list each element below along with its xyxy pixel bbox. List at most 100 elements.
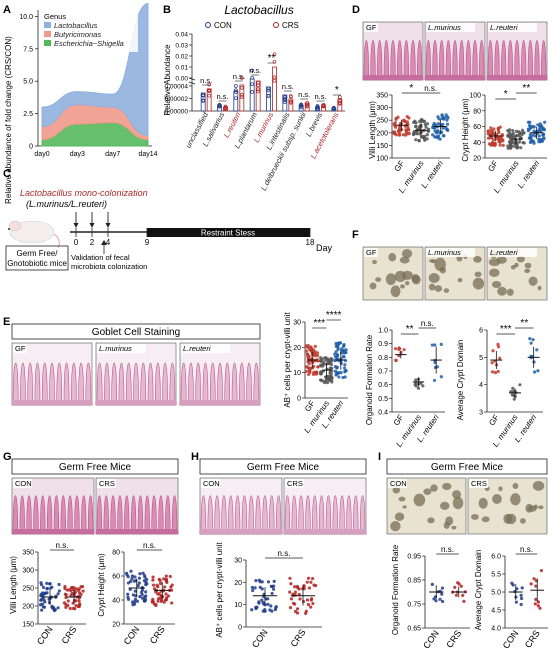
data-point — [511, 144, 515, 148]
data-point — [335, 353, 340, 357]
data-point — [307, 586, 312, 590]
data-point — [289, 582, 293, 586]
data-point — [321, 360, 325, 364]
e-image-0: GF — [11, 342, 93, 406]
sig-label: ** — [406, 324, 414, 335]
g-image-0: CON — [11, 477, 95, 535]
data-point — [40, 597, 44, 602]
b-sig-label: ** — [268, 53, 276, 64]
b-point-crs — [239, 75, 244, 80]
data-point — [439, 342, 443, 346]
category-label: CON — [122, 624, 142, 646]
data-point — [521, 141, 525, 145]
data-point — [261, 609, 265, 613]
e-image-1: L.murinus — [95, 342, 177, 406]
data-point — [520, 128, 525, 132]
d-image-0-label: GF — [366, 23, 377, 32]
data-point — [401, 133, 405, 137]
data-point — [168, 574, 172, 579]
data-point — [302, 586, 306, 591]
data-point — [77, 595, 81, 600]
data-point — [414, 378, 418, 382]
data-point — [441, 122, 445, 126]
data-point — [293, 585, 297, 589]
b-point-crs — [207, 93, 212, 98]
panel-d-ylabel-left: Villi Length (μm) — [368, 101, 377, 159]
category-label: GF — [487, 413, 501, 427]
data-point — [435, 365, 439, 369]
i-image-0-organoid — [442, 482, 452, 491]
data-point — [156, 592, 160, 596]
data-point — [40, 602, 44, 606]
data-point — [49, 586, 53, 590]
data-point — [324, 379, 328, 383]
data-point — [40, 591, 45, 595]
panel-d-ylabel-right: Crypt Height (μm) — [461, 98, 470, 162]
data-point — [337, 342, 341, 346]
panel-a-legend-title: Genus — [44, 12, 66, 21]
data-point — [436, 115, 440, 119]
data-point — [124, 571, 129, 575]
data-point — [343, 363, 347, 367]
restraint-stress-bar — [147, 228, 310, 237]
i-image-0-label-bg — [388, 479, 407, 488]
i-image-1: CRS — [467, 477, 548, 535]
i-image-0-organoid — [443, 521, 450, 529]
b-point-con — [282, 100, 287, 104]
ytick-label: 250 — [376, 118, 388, 125]
e-image-0-villi — [11, 362, 93, 406]
category-label: CON — [421, 628, 441, 650]
d-image-0: GF — [362, 21, 424, 81]
b-point-con — [233, 84, 238, 88]
b-point-crs — [207, 82, 212, 87]
data-point — [295, 607, 300, 611]
data-point — [342, 343, 346, 347]
f-image-0-organoid — [401, 249, 413, 259]
f-image-1-organoid — [428, 272, 440, 284]
i-image-1-organoid — [538, 505, 544, 510]
data-point — [536, 123, 540, 127]
panel-letter-h: H — [191, 451, 199, 463]
b-point-con — [233, 90, 238, 94]
data-point — [56, 606, 60, 610]
i-image-0-organoid — [398, 496, 406, 502]
panel-f-ylabel-right: Average Crypt Domain — [456, 340, 465, 421]
f-image-0-organoid — [385, 273, 396, 286]
data-point — [412, 131, 416, 135]
data-point — [328, 358, 332, 362]
data-point — [490, 370, 495, 374]
i-image-0-organoid — [452, 496, 464, 510]
a-xtick-label: day0 — [34, 151, 49, 158]
category-label: CON — [35, 624, 55, 646]
validation-line2: microbiota colonization — [71, 262, 147, 271]
d-image-2: L.reuteri — [486, 21, 548, 81]
b-ytick-label: 0.00002 — [165, 96, 189, 103]
data-point — [517, 140, 521, 144]
i-image-1-label-bg — [469, 479, 488, 488]
data-point — [531, 338, 535, 342]
data-point — [261, 601, 265, 605]
data-point — [327, 360, 332, 364]
i-image-1-organoid — [512, 483, 519, 489]
panel-g-title: Germ Free Mice — [59, 462, 132, 473]
data-point — [166, 594, 171, 598]
data-point — [453, 585, 457, 590]
data-point — [486, 136, 491, 140]
e-image-0-crypt-band — [12, 400, 92, 405]
f-image-0-organoid — [400, 284, 405, 289]
legend-swatch-escherichia — [44, 40, 51, 46]
e-image-2-label-bg — [181, 344, 230, 353]
d-image-1-crypt-band — [425, 75, 485, 80]
data-point — [441, 126, 445, 130]
sig-label: n.s. — [278, 549, 291, 558]
b-ytick-label: 0.03 — [175, 43, 188, 50]
d-image-1-label-bg — [426, 23, 475, 32]
b-ytick-label: 0.00004 — [165, 84, 189, 91]
data-point — [305, 598, 310, 602]
data-point — [402, 119, 406, 123]
data-point — [424, 125, 428, 129]
i-image-0-organoid — [423, 488, 432, 495]
data-point — [40, 583, 44, 587]
data-point — [258, 580, 262, 584]
data-point — [313, 344, 317, 348]
